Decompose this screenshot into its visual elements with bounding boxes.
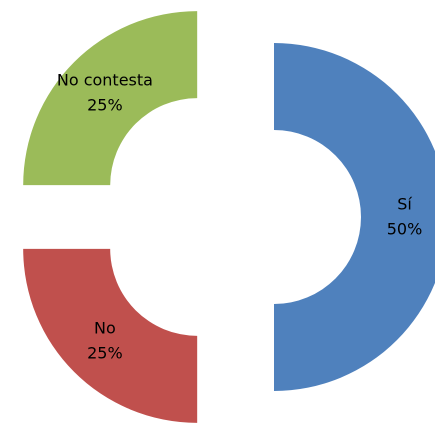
segment-value-label: 25%	[87, 344, 123, 363]
segment-value-label: 50%	[387, 220, 423, 239]
segment-label: No	[94, 319, 116, 338]
donut-segment	[23, 248, 198, 423]
segment-label: No contesta	[57, 70, 153, 89]
donut-segment	[23, 11, 198, 186]
segment-value-label: 25%	[87, 95, 123, 114]
segment-label: Sí	[397, 195, 412, 214]
donut-segment	[274, 43, 435, 391]
